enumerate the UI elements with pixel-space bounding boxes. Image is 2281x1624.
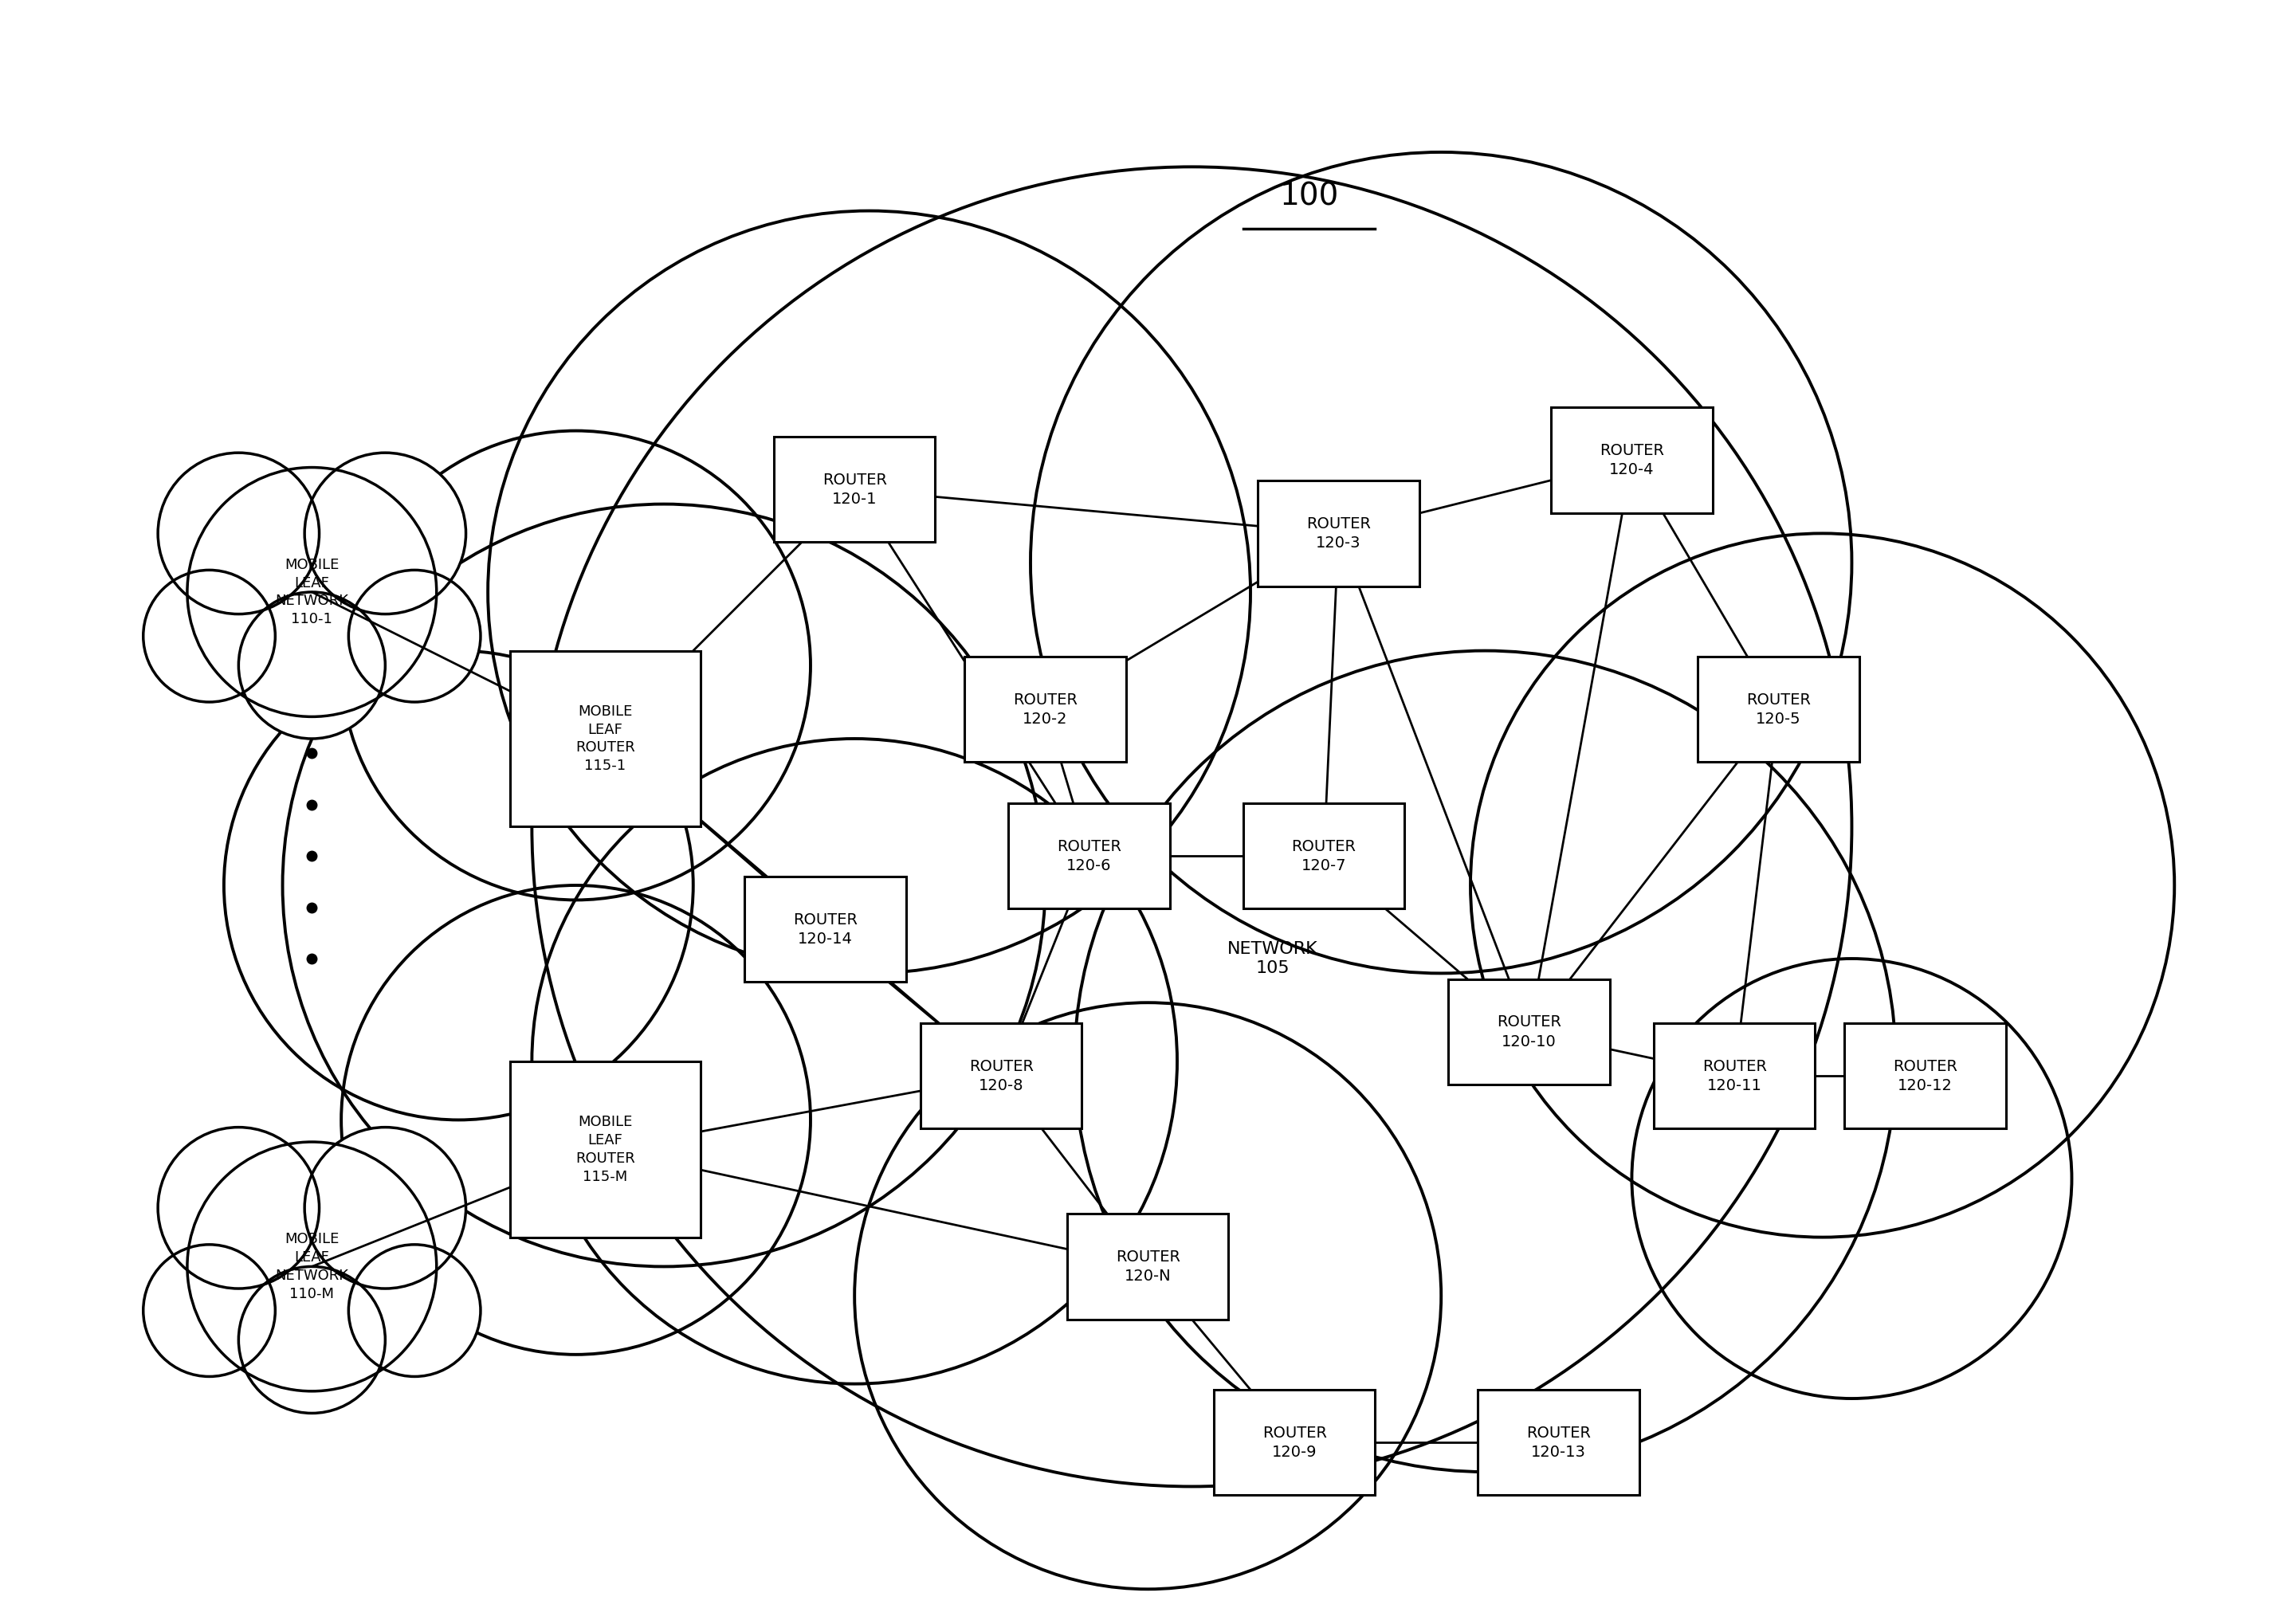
FancyBboxPatch shape xyxy=(1257,481,1419,586)
FancyBboxPatch shape xyxy=(1654,1023,1816,1129)
FancyBboxPatch shape xyxy=(1551,408,1713,513)
Text: MOBILE
LEAF
NETWORK
110-M: MOBILE LEAF NETWORK 110-M xyxy=(276,1233,349,1301)
Text: NETWORK
105: NETWORK 105 xyxy=(1227,942,1318,976)
FancyBboxPatch shape xyxy=(511,1060,700,1237)
Circle shape xyxy=(187,1142,436,1392)
FancyBboxPatch shape xyxy=(1448,979,1610,1085)
FancyBboxPatch shape xyxy=(744,877,906,983)
Text: ROUTER
120-6: ROUTER 120-6 xyxy=(1056,838,1122,874)
Circle shape xyxy=(144,1244,276,1377)
Circle shape xyxy=(1031,153,1852,973)
FancyBboxPatch shape xyxy=(922,1023,1081,1129)
Text: ROUTER
120-9: ROUTER 120-9 xyxy=(1261,1426,1328,1460)
Circle shape xyxy=(342,430,810,900)
Text: ROUTER
120-8: ROUTER 120-8 xyxy=(969,1059,1033,1093)
Circle shape xyxy=(306,453,465,614)
Text: ROUTER
120-3: ROUTER 120-3 xyxy=(1307,516,1371,551)
Text: ROUTER
120-13: ROUTER 120-13 xyxy=(1526,1426,1590,1460)
Text: ROUTER
120-11: ROUTER 120-11 xyxy=(1702,1059,1768,1093)
FancyBboxPatch shape xyxy=(1068,1213,1229,1319)
Text: ROUTER
120-4: ROUTER 120-4 xyxy=(1599,443,1665,477)
Text: ROUTER
120-10: ROUTER 120-10 xyxy=(1496,1015,1562,1049)
Circle shape xyxy=(855,1002,1442,1590)
Text: ROUTER
120-N: ROUTER 120-N xyxy=(1115,1249,1179,1285)
Circle shape xyxy=(240,1267,385,1413)
FancyBboxPatch shape xyxy=(1478,1390,1640,1496)
FancyBboxPatch shape xyxy=(1243,804,1405,909)
Text: MOBILE
LEAF
ROUTER
115-M: MOBILE LEAF ROUTER 115-M xyxy=(575,1114,634,1184)
Circle shape xyxy=(349,570,481,702)
Circle shape xyxy=(488,211,1250,973)
Circle shape xyxy=(224,651,693,1121)
Text: ROUTER
120-2: ROUTER 120-2 xyxy=(1013,692,1077,726)
FancyBboxPatch shape xyxy=(773,437,935,542)
Circle shape xyxy=(1074,651,1896,1471)
Circle shape xyxy=(187,468,436,716)
Circle shape xyxy=(157,1127,319,1288)
Circle shape xyxy=(157,453,319,614)
Circle shape xyxy=(1471,533,2174,1237)
Text: ROUTER
120-12: ROUTER 120-12 xyxy=(1893,1059,1957,1093)
Circle shape xyxy=(1631,958,2071,1398)
FancyBboxPatch shape xyxy=(511,651,700,827)
FancyBboxPatch shape xyxy=(965,656,1127,762)
Text: ROUTER
120-14: ROUTER 120-14 xyxy=(794,913,858,947)
Text: ROUTER
120-7: ROUTER 120-7 xyxy=(1291,838,1357,874)
Circle shape xyxy=(144,570,276,702)
Text: 100: 100 xyxy=(1280,180,1339,211)
FancyBboxPatch shape xyxy=(1213,1390,1375,1496)
Circle shape xyxy=(240,593,385,739)
Circle shape xyxy=(342,885,810,1354)
Circle shape xyxy=(306,1127,465,1288)
Text: MOBILE
LEAF
NETWORK
110-1: MOBILE LEAF NETWORK 110-1 xyxy=(276,557,349,627)
Text: ROUTER
120-5: ROUTER 120-5 xyxy=(1747,692,1811,726)
Circle shape xyxy=(531,167,1852,1486)
Circle shape xyxy=(531,739,1177,1384)
FancyBboxPatch shape xyxy=(1845,1023,2005,1129)
Circle shape xyxy=(349,1244,481,1377)
FancyBboxPatch shape xyxy=(1697,656,1859,762)
FancyBboxPatch shape xyxy=(1008,804,1170,909)
Text: ROUTER
120-1: ROUTER 120-1 xyxy=(821,473,887,507)
Text: MOBILE
LEAF
ROUTER
115-1: MOBILE LEAF ROUTER 115-1 xyxy=(575,705,634,773)
Circle shape xyxy=(283,503,1045,1267)
